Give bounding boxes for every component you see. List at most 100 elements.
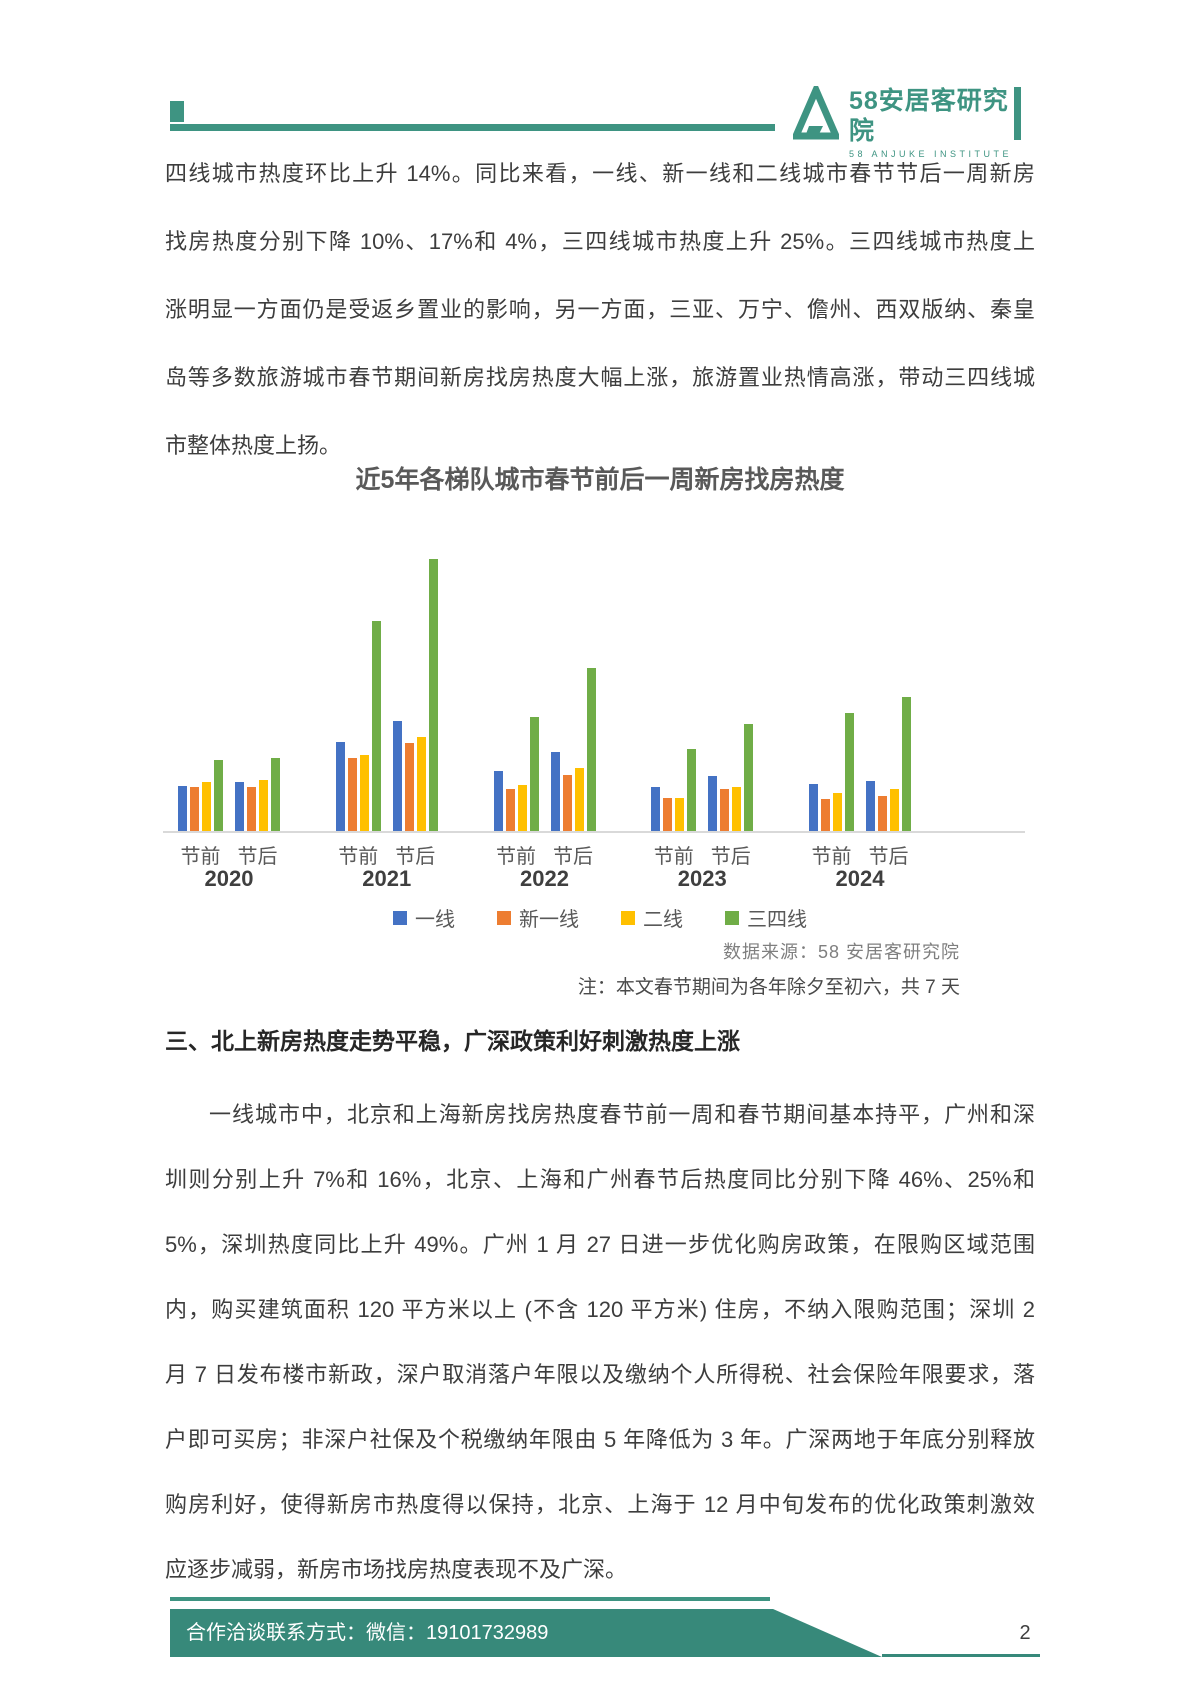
bar-二线-2023-节后 <box>732 787 742 831</box>
legend-swatch-icon <box>393 910 407 925</box>
period-label: 节前 <box>180 846 221 868</box>
bar-subgroup <box>866 697 911 831</box>
bar-新一线-2022-节前 <box>505 789 515 831</box>
page-number: 2 <box>1019 1622 1031 1644</box>
text-line: 户即可买房；非深户社保及个税缴纳年限由 5 年降低为 3 年。广深两地于年底分别… <box>165 1427 1035 1452</box>
chart-footnote: 注：本文春节期间为各年除夕至初六，共 7 天 <box>577 977 960 998</box>
text-line: 应逐步减弱，新房市场找房热度表现不及广深。 <box>165 1557 628 1582</box>
period-label: 节后 <box>395 846 436 868</box>
year-group <box>178 758 280 831</box>
bar-二线-2023-节前 <box>675 798 685 831</box>
year-group <box>809 697 911 831</box>
bar-一线-2023-节前 <box>651 787 661 831</box>
bar-subgroup <box>809 713 854 831</box>
bar-新一线-2023-节前 <box>663 798 673 831</box>
paragraph-tier-heat: 四线城市热度环比上升 14%。同比来看，一线、新一线和二线城市春节节后一周新房找… <box>165 140 1035 480</box>
bar-三四线-2023-节前 <box>687 749 697 831</box>
legend-item-新一线: 新一线 <box>497 903 579 932</box>
text-line: 涨明显一方面仍是受返乡置业的影响，另一方面，三亚、万宁、儋州、西双版纳、秦皇 <box>165 297 1035 322</box>
year-period-labels: 节前 节后 <box>178 840 280 869</box>
text-line: 岛等多数旅游城市春节期间新房找房热度大幅上涨，旅游置业热情高涨，带动三四线城 <box>165 365 1035 390</box>
paragraph-policy: 一线城市中，北京和上海新房找房热度春节前一周和春节期间基本持平，广州和深 圳则分别… <box>165 1082 1035 1602</box>
footer-top-rule <box>170 1597 770 1601</box>
bar-二线-2021-节前 <box>359 755 369 831</box>
text-line: 四线城市热度环比上升 14%。同比来看，一线、新一线和二线城市春节节后一周新房 <box>165 161 1035 186</box>
bar-一线-2022-节前 <box>493 771 503 831</box>
period-label: 节前 <box>338 846 379 868</box>
bar-subgroup <box>493 717 539 831</box>
bar-二线-2022-节前 <box>517 785 527 831</box>
bar-subgroup <box>392 559 438 831</box>
bar-三四线-2022-节前 <box>529 717 539 831</box>
bar-一线-2020-节前 <box>178 786 187 831</box>
legend-label: 二线 <box>643 909 683 931</box>
bar-新一线-2020-节前 <box>190 787 199 831</box>
bar-新一线-2021-节前 <box>347 758 357 831</box>
header-accent-square <box>170 101 184 122</box>
legend-label: 一线 <box>415 909 455 931</box>
bar-一线-2021-节前 <box>335 742 345 831</box>
bar-新一线-2024-节后 <box>878 796 887 831</box>
year-group <box>335 559 438 831</box>
bar-subgroup <box>651 749 697 831</box>
bar-二线-2024-节前 <box>833 793 842 831</box>
year-group <box>493 668 596 831</box>
bar-subgroup <box>178 760 223 831</box>
period-label: 节前 <box>496 846 536 868</box>
footer-contact-banner: 合作洽谈联系方式：微信：19101732989 <box>170 1609 882 1657</box>
logo: 58安居客研究院 58 ANJUKE INSTITUTE <box>790 81 1013 159</box>
bar-一线-2024-节后 <box>866 781 875 831</box>
legend-item-三四线: 三四线 <box>725 903 807 932</box>
legend-label: 新一线 <box>519 909 579 931</box>
bar-新一线-2021-节后 <box>404 743 414 831</box>
period-label: 节后 <box>710 846 751 868</box>
legend-item-一线: 一线 <box>393 903 455 932</box>
year-label: 2023 <box>677 866 727 891</box>
year-group <box>651 724 754 831</box>
bar-三四线-2020-节前 <box>214 760 223 831</box>
footer-bottom-rule <box>882 1654 1040 1657</box>
bar-subgroup <box>235 758 280 831</box>
text-line: 5%，深圳热度同比上升 49%。广州 1 月 27 日进一步优化购房政策，在限购… <box>165 1232 1035 1257</box>
chart-x-axis <box>163 831 1025 833</box>
year-label: 2022 <box>520 866 569 891</box>
bar-三四线-2021-节前 <box>371 621 381 831</box>
year-period-labels: 节前 节后 <box>494 840 596 869</box>
bar-subgroup <box>708 724 754 831</box>
bar-二线-2020-节前 <box>202 782 211 831</box>
bar-subgroup <box>335 621 381 831</box>
chart-legend: 一线 新一线 二线 三四线 <box>165 903 1035 932</box>
text-line: 圳则分别上升 7%和 16%，北京、上海和广州春节后热度同比分别下降 46%、2… <box>165 1167 1035 1192</box>
legend-label: 三四线 <box>747 909 807 931</box>
logo-title: 58安居客研究院 <box>849 87 1009 145</box>
bar-subgroup <box>550 668 596 831</box>
bar-chart-plot <box>178 550 911 831</box>
period-label: 节前 <box>811 846 852 868</box>
chart-title: 近5年各梯队城市春节前后一周新房找房热度 <box>355 466 845 494</box>
logo-triangle-icon <box>790 81 842 145</box>
section-heading: 三、北上新房热度走势平稳，广深政策利好刺激热度上涨 <box>165 1028 740 1054</box>
bar-二线-2021-节后 <box>416 737 426 831</box>
text-line: 购房利好，使得新房市热度得以保持，北京、上海于 12 月中旬发布的优化政策刺激效 <box>165 1492 1035 1517</box>
bar-一线-2022-节后 <box>550 752 560 831</box>
header-right-bar <box>1014 87 1021 140</box>
bar-一线-2020-节后 <box>235 782 244 831</box>
bar-二线-2022-节后 <box>574 768 584 831</box>
bar-一线-2021-节后 <box>392 721 402 831</box>
year-period-labels: 节前 节后 <box>336 840 438 869</box>
bar-新一线-2022-节后 <box>562 775 572 831</box>
period-label: 节后 <box>868 846 909 868</box>
chart-year-labels: 2020 2021 2022 2023 2024 <box>178 866 911 892</box>
legend-swatch-icon <box>725 910 739 925</box>
bar-三四线-2024-节后 <box>902 697 911 831</box>
text-line: 月 7 日发布楼市新政，深户取消落户年限以及缴纳个人所得税、社会保险年限要求，落 <box>165 1362 1035 1387</box>
year-period-labels: 节前 节后 <box>651 840 753 869</box>
data-source-note: 数据来源：58 安居客研究院 <box>722 942 960 962</box>
year-label: 2024 <box>835 866 885 891</box>
bar-一线-2024-节前 <box>809 784 818 831</box>
bar-三四线-2021-节后 <box>428 559 438 831</box>
bar-二线-2020-节后 <box>259 780 268 831</box>
bar-新一线-2020-节后 <box>247 787 256 831</box>
period-label: 节前 <box>653 846 694 868</box>
